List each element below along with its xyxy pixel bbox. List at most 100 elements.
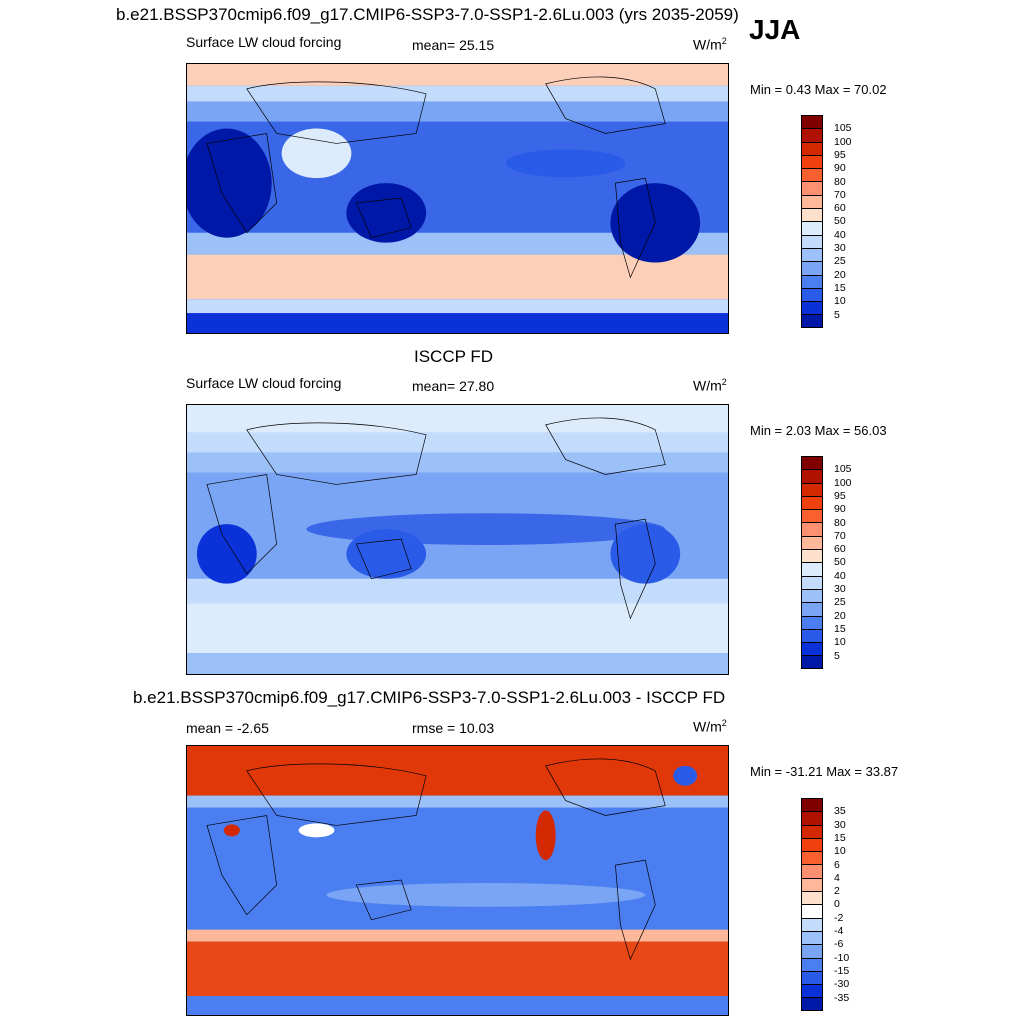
colorbar-tick-label: 15 [834,622,846,635]
colorbar-swatch [801,575,823,589]
panel3-rmse-label: rmse = 10.03 [412,720,495,736]
colorbar-swatch [801,628,823,643]
colorbar-swatch [801,115,823,129]
colorbar-tick-label: -35 [834,991,850,1004]
colorbar-swatch [801,274,823,288]
colorbar-tick-label: 105 [834,122,852,135]
colorbar-tick-label: 20 [834,609,846,622]
panel1-units: W/m2 [693,36,727,53]
colorbar-swatch [801,456,823,470]
colorbar-tick-label: 15 [834,831,846,844]
colorbar-swatch [801,141,823,155]
colorbar-swatch [801,877,823,892]
colorbar-tick-label: 4 [834,871,840,884]
colorbar-tick-label: 105 [834,463,852,476]
colorbar-tick-label: 10 [834,636,846,649]
colorbar-swatch [801,655,823,669]
colorbar-tick-label: -30 [834,978,850,991]
colorbar-tick-label: 95 [834,489,846,502]
colorbar-swatch [801,984,823,998]
panel1-map [186,63,729,334]
panel2-units: W/m2 [693,377,727,394]
colorbar-swatch [801,904,823,918]
colorbar-swatch [801,811,823,825]
colorbar-swatch [801,615,823,629]
panel3-colorbar [801,798,823,1011]
colorbar-tick-label: 50 [834,556,846,569]
colorbar-swatch [801,482,823,496]
colorbar-tick-label: 70 [834,188,846,201]
colorbar-swatch [801,469,823,483]
colorbar-swatch [801,181,823,195]
panel2-mean-label: mean= 27.80 [412,378,495,394]
colorbar-swatch [801,208,823,222]
colorbar-swatch [801,154,823,169]
colorbar-swatch [801,247,823,262]
colorbar-tick-label: 5 [834,308,840,321]
colorbar-tick-label: 30 [834,818,846,831]
colorbar-swatch [801,549,823,563]
colorbar-swatch [801,957,823,971]
colorbar-swatch [801,261,823,275]
colorbar-tick-label: 15 [834,281,846,294]
colorbar-swatch [801,824,823,838]
panel1-colorbar [801,115,823,328]
panel2-minmax: Min = 2.03 Max = 56.03 [750,423,887,438]
colorbar-tick-label: 40 [834,569,846,582]
colorbar-swatch [801,891,823,905]
colorbar-tick-label: 60 [834,202,846,215]
panel1-variable-label: Surface LW cloud forcing [186,34,342,50]
colorbar-tick-label: 100 [834,476,852,489]
colorbar-tick-label: 90 [834,503,846,516]
colorbar-tick-label: 2 [834,885,840,898]
colorbar-tick-label: 10 [834,845,846,858]
main-title: b.e21.BSSP370cmip6.f09_g17.CMIP6-SSP3-7.… [116,5,739,24]
colorbar-swatch [801,234,823,248]
panel3-title: b.e21.BSSP370cmip6.f09_g17.CMIP6-SSP3-7.… [133,688,726,707]
colorbar-tick-label: 70 [834,529,846,542]
colorbar-swatch [801,314,823,328]
colorbar-tick-label: 100 [834,135,852,148]
colorbar-tick-label: 20 [834,268,846,281]
panel2-variable-label: Surface LW cloud forcing [186,375,342,391]
colorbar-tick-label: 30 [834,242,846,254]
colorbar-swatch [801,930,823,945]
colorbar-tick-label: -15 [834,964,850,977]
colorbar-tick-label: 0 [834,898,840,911]
colorbar-swatch [801,602,823,616]
panel2-title: ISCCP FD [414,347,494,366]
colorbar-tick-label: -2 [834,911,844,924]
colorbar-swatch [801,970,823,985]
colorbar-swatch [801,194,823,209]
colorbar-tick-label: 10 [834,295,846,308]
colorbar-swatch [801,168,823,182]
panel3-units: W/m2 [693,718,727,735]
colorbar-swatch [801,944,823,958]
panel3-minmax: Min = -31.21 Max = 33.87 [750,764,899,779]
colorbar-swatch [801,851,823,865]
colorbar-tick-label: -4 [834,925,844,937]
colorbar-swatch [801,128,823,142]
colorbar-tick-label: 25 [834,255,846,268]
colorbar-tick-label: 95 [834,148,846,161]
colorbar-tick-label: -10 [834,951,850,964]
panel1-mean-label: mean= 25.15 [412,37,495,53]
colorbar-swatch [801,917,823,931]
colorbar-tick-label: -6 [834,938,844,951]
colorbar-swatch [801,495,823,510]
colorbar-swatch [801,301,823,315]
colorbar-tick-label: 6 [834,858,840,871]
colorbar-tick-label: 5 [834,649,840,662]
colorbar-swatch [801,535,823,550]
season-label: JJA [749,14,801,45]
panel2-map [186,404,729,675]
colorbar-swatch [801,522,823,536]
panel3-map [186,745,729,1016]
colorbar-tick-label: 25 [834,596,846,609]
colorbar-tick-label: 90 [834,162,846,175]
colorbar-tick-label: 40 [834,228,846,241]
colorbar-swatch [801,642,823,656]
colorbar-swatch [801,798,823,812]
colorbar-swatch [801,588,823,603]
colorbar-swatch [801,562,823,576]
